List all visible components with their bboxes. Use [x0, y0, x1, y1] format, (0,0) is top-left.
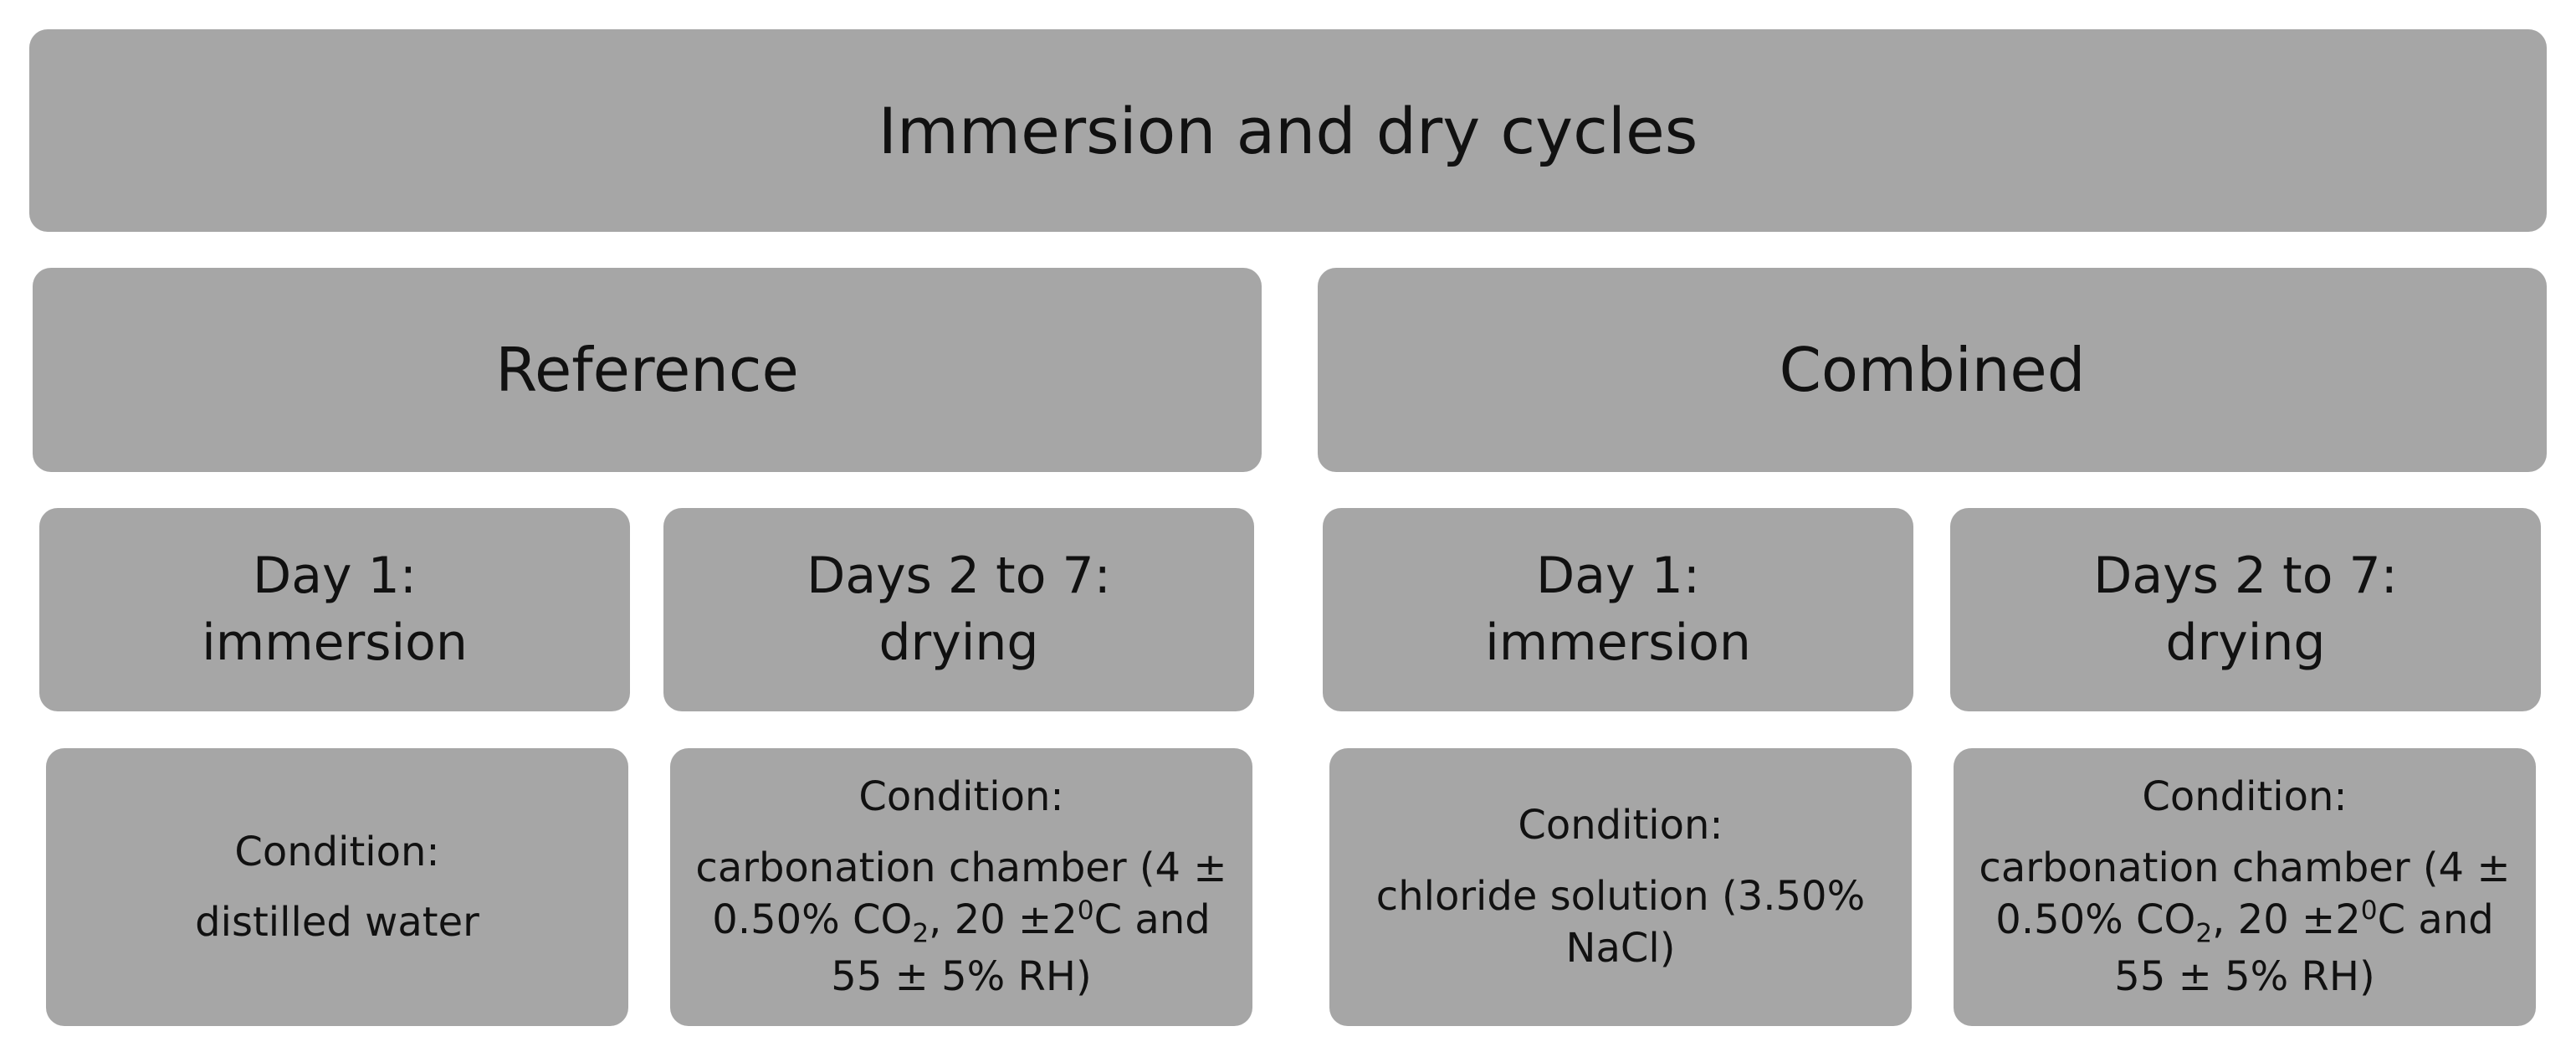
step-box: Day 1: immersion	[1323, 508, 1913, 711]
group-label: Combined	[1779, 335, 2086, 405]
text-run: , 20 ±2	[2212, 896, 2361, 944]
text-run: chloride solution (3.50% NaCl)	[1375, 872, 1866, 972]
step-title: drying	[878, 613, 1039, 672]
text-run: distilled water	[195, 899, 479, 946]
condition-label: Condition:	[234, 828, 440, 875]
title: Immersion and dry cycles	[878, 93, 1698, 168]
step-title: immersion	[202, 613, 468, 672]
condition-label: Condition:	[1518, 802, 1723, 849]
step-box: Day 1: immersion	[39, 508, 630, 711]
text-run: carbonation chamber (4 ± 0.50% CO	[1979, 844, 2511, 944]
subscript: 2	[912, 918, 930, 949]
condition-text: carbonation chamber (4 ± 0.50% CO2, 20 ±…	[1977, 842, 2512, 1003]
step-title: Day 1:	[1536, 547, 1700, 606]
condition-box: Condition: chloride solution (3.50% NaCl)	[1329, 748, 1912, 1026]
condition-text: chloride solution (3.50% NaCl)	[1353, 870, 1888, 975]
superscript: 0	[2360, 895, 2378, 926]
condition-box: Condition: carbonation chamber (4 ± 0.50%…	[670, 748, 1252, 1026]
step-box: Days 2 to 7: drying	[1950, 508, 2541, 711]
group-label: Reference	[495, 335, 799, 405]
subscript: 2	[2195, 918, 2213, 949]
step-title: drying	[2165, 613, 2326, 672]
group-box: Combined	[1318, 268, 2547, 472]
text-run: carbonation chamber (4 ± 0.50% CO	[695, 844, 1227, 944]
condition-box: Condition: distilled water	[46, 748, 628, 1026]
condition-text: carbonation chamber (4 ± 0.50% CO2, 20 ±…	[694, 842, 1229, 1003]
step-box: Days 2 to 7: drying	[663, 508, 1254, 711]
condition-box: Condition: carbonation chamber (4 ± 0.50%…	[1954, 748, 2536, 1026]
text-run: C and 55 ± 5% RH)	[2114, 896, 2494, 1001]
step-title: immersion	[1485, 613, 1751, 672]
text-run: , 20 ±2	[929, 896, 1078, 944]
title-box: Immersion and dry cycles	[29, 29, 2547, 232]
condition-label: Condition:	[2142, 773, 2348, 821]
condition-text: distilled water	[195, 896, 479, 948]
step-title: Days 2 to 7:	[807, 547, 1111, 606]
superscript: 0	[1077, 895, 1094, 926]
step-title: Day 1:	[253, 547, 417, 606]
text-run: C and 55 ± 5% RH)	[831, 896, 1211, 1001]
group-box: Reference	[33, 268, 1262, 472]
step-title: Days 2 to 7:	[2093, 547, 2398, 606]
condition-label: Condition:	[858, 773, 1064, 821]
